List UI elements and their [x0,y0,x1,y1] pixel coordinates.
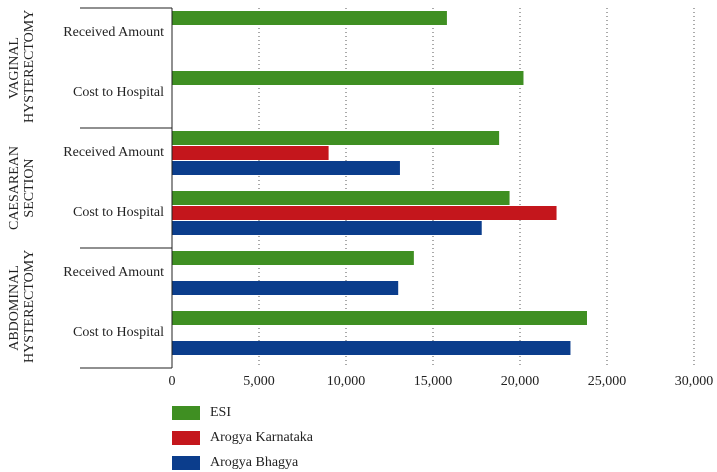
bar [172,161,400,175]
y-tick-label: Cost to Hospital [73,325,164,340]
bar [172,311,587,325]
bar [172,251,414,265]
bar [172,281,399,295]
bar [172,191,510,205]
bar [172,341,571,355]
legend-swatch [172,406,200,420]
group-label: ABDOMINAL HYSTERECTOMY [7,249,37,363]
bar [172,206,557,220]
bar [172,221,482,235]
y-tick-label: Cost to Hospital [73,205,164,220]
legend-label: ESI [210,405,231,420]
legend-swatch [172,456,200,470]
legend-label: Arogya Karnataka [210,430,314,445]
y-tick-label: Received Amount [63,25,164,40]
y-tick-label: Received Amount [63,265,164,280]
x-tick-label: 10,000 [327,374,366,389]
x-tick-label: 30,000 [675,374,714,389]
bar [172,11,447,25]
group-label: VAGINAL HYSTERECTOMY [7,9,37,123]
y-tick-label: Cost to Hospital [73,85,164,100]
bar [172,146,329,160]
legend-label: Arogya Bhagya [210,455,299,470]
bar [172,71,524,85]
group-label: CAESAREAN SECTION [7,146,37,231]
x-tick-label: 0 [169,374,176,389]
x-tick-label: 15,000 [414,374,453,389]
x-tick-label: 25,000 [588,374,627,389]
legend-swatch [172,431,200,445]
x-tick-label: 5,000 [243,374,275,389]
y-tick-label: Received Amount [63,145,164,160]
x-tick-label: 20,000 [501,374,540,389]
bar [172,131,500,145]
